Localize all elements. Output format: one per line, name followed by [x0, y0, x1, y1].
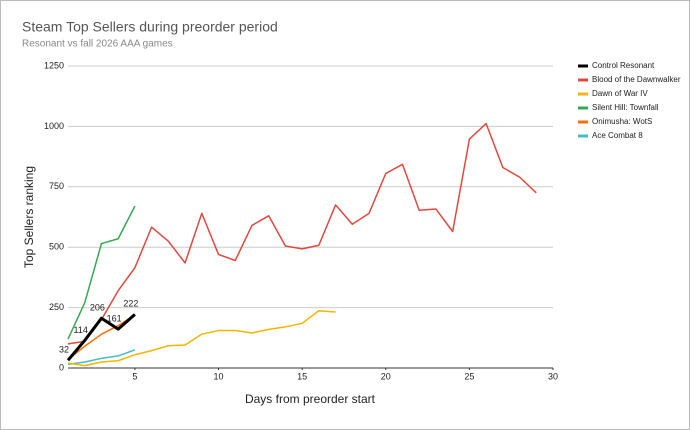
- x-tick-label: 20: [381, 371, 391, 381]
- series-line: [67, 122, 537, 345]
- x-tick-label: 30: [548, 371, 558, 381]
- data-label: 222: [123, 299, 138, 309]
- y-tick-label: 0: [59, 362, 64, 372]
- data-label: 161: [107, 313, 122, 323]
- legend-label: Ace Combat 8: [592, 131, 643, 140]
- legend-label: Onimusha: WotS: [592, 117, 652, 126]
- series-line: [66, 313, 136, 362]
- data-label: 32: [59, 345, 69, 355]
- x-tick-label: 5: [132, 371, 137, 381]
- data-label: 206: [90, 303, 105, 313]
- series-line: [67, 314, 136, 361]
- legend-label: Blood of the Dawnwalker: [592, 75, 681, 84]
- chart-title: Steam Top Sellers during preorder period: [22, 19, 278, 35]
- y-tick-label: 1000: [44, 121, 64, 131]
- x-tick-label: 15: [297, 371, 307, 381]
- data-label: 114: [74, 325, 88, 335]
- legend-label: Dawn of War IV: [592, 89, 648, 98]
- legend-label: Control Resonant: [592, 61, 655, 70]
- x-tick-label: 25: [464, 371, 474, 381]
- x-axis-label: Days from preorder start: [245, 392, 376, 406]
- y-axis-label: Top Sellers ranking: [22, 166, 36, 268]
- y-tick-label: 500: [49, 242, 64, 252]
- legend-label: Silent Hill: Townfall: [592, 103, 659, 112]
- chart-subtitle: Resonant vs fall 2026 AAA games: [22, 39, 173, 50]
- y-tick-label: 750: [49, 181, 64, 191]
- series-line: [67, 205, 136, 340]
- y-tick-label: 1250: [44, 60, 64, 70]
- y-tick-label: 250: [49, 302, 64, 312]
- x-tick-label: 10: [214, 371, 224, 381]
- series-line: [67, 309, 336, 367]
- series-line: [67, 349, 136, 366]
